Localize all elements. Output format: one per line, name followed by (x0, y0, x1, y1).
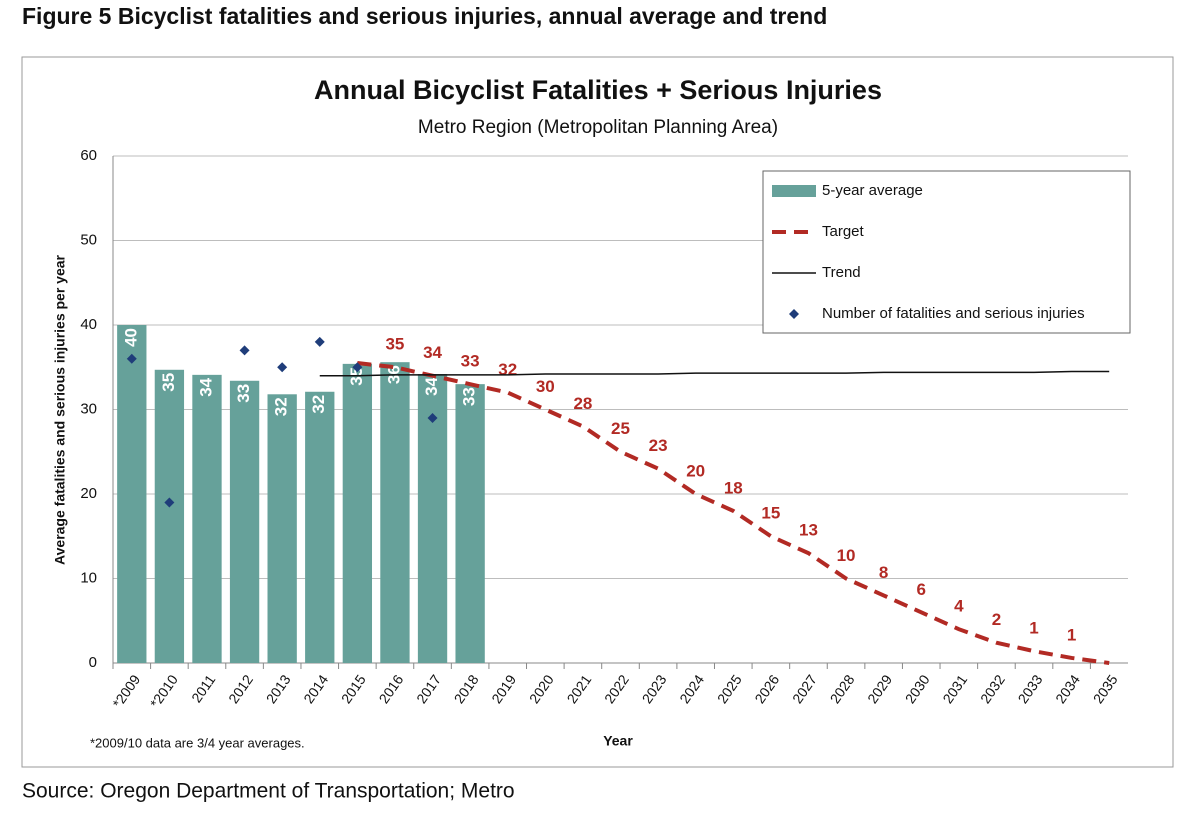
source: Source: Oregon Department of Transportat… (22, 780, 515, 803)
line-value-label: 15 (761, 504, 780, 523)
scatter-point (314, 336, 325, 347)
y-axis-label: Average fatalities and serious injuries … (52, 254, 68, 565)
line-value-label: 34 (423, 343, 442, 362)
legend-label: Trend (822, 264, 861, 281)
y-tick-label: 10 (80, 569, 97, 586)
x-axis-label: Year (603, 733, 633, 749)
chart-subtitle: Metro Region (Metropolitan Planning Area… (418, 117, 778, 138)
line-value-label: 33 (461, 352, 480, 371)
y-tick-label: 50 (80, 231, 97, 248)
scatter-point (126, 353, 137, 364)
y-tick-label: 0 (89, 654, 97, 671)
legend-swatch (789, 309, 799, 319)
scatter-point (352, 362, 363, 373)
line-value-label: 2 (992, 610, 1001, 629)
legend-label: Number of fatalities and serious injurie… (822, 305, 1085, 322)
bar-value-label: 34 (422, 376, 441, 395)
line-value-label: 23 (649, 436, 668, 455)
scatter-point (164, 497, 175, 508)
line-value-label: 32 (498, 360, 517, 379)
bar-value-label: 32 (309, 395, 328, 414)
chart-title: Annual Bicyclist Fatalities + Serious In… (314, 75, 882, 105)
bar-value-label: 33 (234, 384, 253, 403)
scatter-point (427, 412, 438, 423)
y-tick-label: 30 (80, 400, 97, 417)
line-value-label: 10 (837, 546, 856, 565)
line-value-label: 18 (724, 478, 743, 497)
legend-swatch (772, 185, 816, 197)
line-value-label: 1 (1067, 625, 1076, 644)
bar-value-label: 35 (159, 373, 178, 392)
bar (455, 384, 485, 663)
y-tick-label: 40 (80, 316, 97, 333)
legend-box (762, 170, 1131, 334)
bar (154, 369, 185, 663)
line-value-label: 8 (879, 563, 888, 582)
bar-value-label: 32 (272, 397, 291, 416)
bar-value-label: 33 (460, 387, 479, 406)
footnote: *2009/10 data are 3/4 year averages. (90, 735, 305, 750)
line-series (319, 370, 1110, 377)
bar (229, 380, 260, 663)
bar-value-label: 40 (121, 328, 140, 347)
line-value-label: 30 (536, 377, 555, 396)
bar (117, 325, 147, 663)
line-series (357, 361, 1110, 665)
line-value-label: 6 (917, 580, 926, 599)
legend-label: Target (822, 223, 865, 240)
bar (342, 363, 373, 663)
scatter-point (277, 362, 288, 373)
legend: 5-year average Target Trend Number of fatal… (762, 170, 1131, 334)
bar (305, 391, 335, 663)
bar (192, 374, 222, 663)
line-value-label: 35 (385, 335, 404, 354)
y-tick-label: 20 (80, 485, 97, 502)
legend-label: 5-year average (822, 182, 923, 199)
line-value-label: 4 (954, 597, 964, 616)
line-value-label: 25 (611, 419, 630, 438)
scatter-point (239, 345, 250, 356)
bar-value-label: 34 (196, 377, 215, 396)
figure-title: Figure 5 Bicyclist fatalities and seriou… (22, 3, 827, 29)
line-value-label: 1 (1029, 619, 1038, 638)
line-value-label: 13 (799, 521, 818, 540)
bar (267, 394, 297, 663)
line-value-label: 20 (686, 461, 705, 480)
y-tick-label: 60 (80, 147, 97, 164)
bar (380, 362, 410, 663)
line-value-label: 28 (573, 394, 592, 413)
